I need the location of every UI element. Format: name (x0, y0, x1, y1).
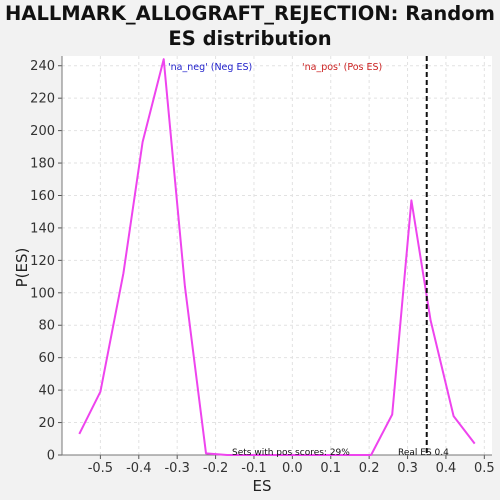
legend-entry-neg: 'na_neg' (Neg ES) (168, 62, 252, 73)
y-tick-label: 60 (38, 351, 55, 366)
y-tick-label: 140 (30, 221, 55, 236)
axes: -0.5 -0.4 -0.3 -0.2 -0.1 0.0 0.1 0.2 0.3 0.4 0.5 0 2… (30, 56, 495, 476)
chart-title-line-1: HALLMARK_ALLOGRAFT_REJECTION: Random (5, 2, 495, 25)
y-tick-label: 180 (30, 157, 55, 172)
x-tick-label: -0.1 (241, 461, 266, 476)
x-tick-label: 0.3 (397, 461, 418, 476)
y-tick-label: 160 (30, 189, 55, 204)
y-tick-label: 200 (30, 124, 55, 139)
y-tick-label: 40 (38, 384, 55, 399)
chart-title: HALLMARK_ALLOGRAFT_REJECTION: Random ES … (0, 1, 500, 51)
x-tick-label: -0.5 (88, 461, 113, 476)
x-tick-label: 0.2 (359, 461, 380, 476)
x-axis-label: ES (253, 477, 272, 495)
x-tick-label: -0.3 (164, 461, 189, 476)
y-axis-label: P(ES) (13, 248, 31, 288)
real-es-label: Real ES 0.4 (398, 448, 449, 458)
series-group (78, 58, 476, 456)
y-tick-label: 20 (38, 416, 55, 431)
series-line (78, 58, 476, 456)
x-tick-label: 0.4 (436, 461, 457, 476)
y-tick-label: 220 (30, 92, 55, 107)
x-tick-label: 0.5 (474, 461, 495, 476)
y-tick-label: 0 (47, 449, 55, 464)
grid-lines (62, 56, 492, 456)
y-tick-label: 120 (30, 254, 55, 269)
x-tick-label: 0.1 (320, 461, 341, 476)
chart-title-line-2: ES distribution (168, 27, 332, 50)
legend-entry-pos: 'na_pos' (Pos ES) (302, 62, 382, 73)
x-tick-label: 0.0 (282, 461, 303, 476)
x-tick-label: -0.4 (126, 461, 151, 476)
y-tick-label: 100 (30, 286, 55, 301)
pos-scores-annotation: Sets with pos scores: 29% (232, 448, 350, 458)
y-tick-label: 240 (30, 59, 55, 74)
x-tick-label: -0.2 (203, 461, 228, 476)
y-tick-label: 80 (38, 319, 55, 334)
